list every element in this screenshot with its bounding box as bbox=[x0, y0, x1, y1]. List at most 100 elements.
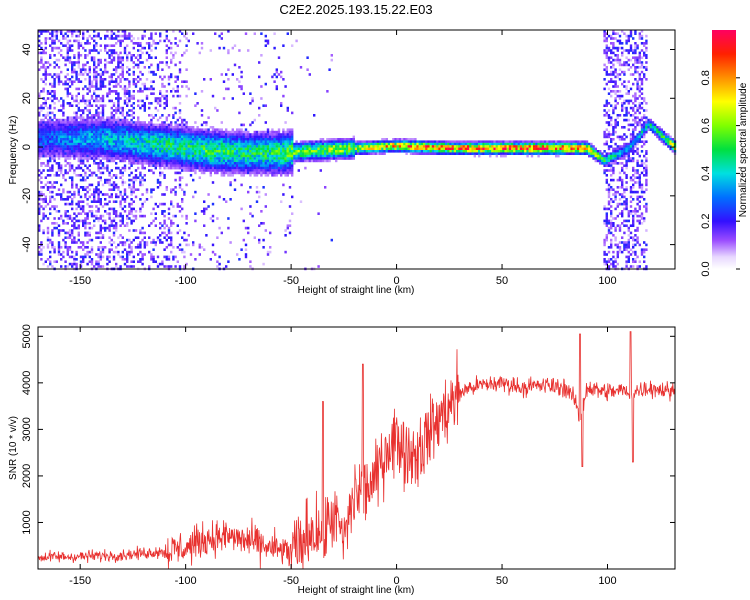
spectrogram-cell bbox=[159, 226, 162, 230]
spectrogram-cell bbox=[93, 145, 96, 148]
spectrogram-cell bbox=[233, 150, 237, 153]
spectrogram-cell bbox=[66, 121, 69, 124]
spectrogram-cell bbox=[282, 164, 285, 167]
spectrogram-cell bbox=[66, 145, 69, 148]
spectrogram-cell bbox=[95, 190, 98, 194]
spectrogram-cell bbox=[82, 126, 85, 129]
spectrogram-cell bbox=[214, 147, 217, 151]
spectrogram-cell bbox=[119, 66, 122, 69]
spectrogram-cell bbox=[73, 123, 76, 127]
spectrogram-cell bbox=[185, 214, 188, 218]
spectrogram-cell bbox=[64, 164, 67, 167]
spectrogram-cell bbox=[66, 190, 69, 194]
spectrogram-cell bbox=[60, 80, 63, 83]
spectrogram-cell bbox=[139, 174, 142, 177]
spectrogram-cell bbox=[192, 195, 195, 199]
spectrogram-cell bbox=[101, 78, 105, 81]
spectrogram-cell bbox=[269, 166, 272, 170]
spectrogram-cell bbox=[376, 147, 380, 151]
spectrogram-cell bbox=[115, 80, 118, 83]
spectrogram-cell bbox=[49, 169, 52, 172]
spectrogram-cell bbox=[249, 265, 252, 268]
spectrogram-cell bbox=[110, 154, 113, 158]
spectrogram-cell bbox=[79, 73, 83, 76]
spectrogram-cell bbox=[130, 210, 133, 213]
spectrogram-cell bbox=[238, 171, 241, 175]
spectrogram-cell bbox=[260, 140, 263, 143]
spectrogram-cell bbox=[299, 142, 303, 146]
spectrogram-cell bbox=[121, 123, 124, 127]
spectrogram-cell bbox=[260, 32, 263, 35]
spectrogram-cell bbox=[337, 145, 340, 148]
spectrogram-cell bbox=[99, 116, 102, 119]
spectrogram-cell bbox=[214, 135, 217, 139]
spectrogram-cell bbox=[97, 128, 100, 131]
spectrogram-cell bbox=[227, 78, 230, 81]
spectrogram-cell bbox=[108, 123, 111, 127]
spectrogram-cell bbox=[46, 186, 50, 189]
spectrogram-cell bbox=[361, 147, 364, 151]
spectrogram-cell bbox=[159, 162, 162, 165]
spectrogram-cell bbox=[194, 104, 197, 107]
spectrogram-cell bbox=[117, 99, 120, 103]
spectrogram-cell bbox=[90, 210, 94, 213]
spectrogram-cell bbox=[178, 61, 182, 64]
spectrogram-cell bbox=[90, 80, 94, 83]
spectrogram-cell bbox=[101, 106, 105, 110]
spectrogram-cell bbox=[196, 152, 199, 155]
spectrogram-cell bbox=[442, 152, 446, 155]
spectrogram-cell bbox=[253, 152, 256, 155]
spectrogram-cell bbox=[77, 39, 80, 43]
spectrogram-cell bbox=[46, 236, 50, 239]
spectrogram-cell bbox=[295, 157, 298, 160]
spectrogram-cell bbox=[154, 241, 157, 244]
spectrogram-cell bbox=[139, 171, 142, 175]
spectrogram-cell bbox=[73, 217, 76, 220]
spectrogram-cell bbox=[53, 39, 56, 43]
spectrogram-cell bbox=[104, 78, 107, 81]
spectrogram-cell bbox=[291, 44, 294, 47]
spectrogram-cell bbox=[60, 104, 63, 107]
spectrogram-cell bbox=[66, 198, 69, 201]
spectrogram-cell bbox=[156, 97, 160, 100]
spectrogram-cell bbox=[253, 140, 256, 143]
spectrogram-cell bbox=[240, 207, 243, 211]
spectrogram-cell bbox=[163, 164, 166, 167]
spectrogram-cell bbox=[132, 142, 135, 146]
spectrogram-cell bbox=[218, 154, 221, 158]
spectrogram-cell bbox=[264, 145, 267, 148]
spectrogram-cell bbox=[90, 121, 94, 124]
spectrogram-cell bbox=[121, 219, 124, 223]
spectrogram-cell bbox=[313, 157, 316, 160]
spectrogram-cell bbox=[62, 255, 65, 259]
spectrogram-cell bbox=[260, 152, 263, 155]
spectrogram-cell bbox=[123, 34, 127, 38]
spectrogram-cell bbox=[57, 188, 61, 191]
spectrogram-cell bbox=[280, 102, 283, 105]
spectrogram-cell bbox=[449, 145, 452, 148]
spectrogram-cell bbox=[82, 205, 85, 208]
spectrogram-cell bbox=[225, 135, 228, 139]
spectrogram-cell bbox=[44, 138, 47, 141]
spectrogram-cell bbox=[266, 145, 270, 148]
spectrogram-cell bbox=[251, 159, 254, 163]
spectrogram-cell bbox=[57, 51, 61, 55]
spectrogram-cell bbox=[130, 54, 133, 57]
spectrogram-cell bbox=[170, 219, 173, 223]
spectrogram-cell bbox=[112, 234, 116, 237]
spectrogram-cell bbox=[253, 166, 256, 170]
spectrogram-cell bbox=[126, 104, 129, 107]
spectrogram-cell bbox=[101, 138, 105, 141]
spectrogram-cell bbox=[141, 159, 144, 163]
spectrogram-cell bbox=[101, 70, 105, 74]
spectrogram-cell bbox=[49, 198, 52, 201]
spectrogram-cell bbox=[517, 140, 520, 143]
spectrogram-cell bbox=[88, 260, 91, 263]
spectrogram-cell bbox=[200, 246, 204, 249]
spectrogram-cell bbox=[170, 190, 173, 194]
spectrogram-cell bbox=[491, 145, 494, 148]
spectrogram-cell bbox=[73, 56, 76, 59]
spectrogram-cell bbox=[117, 82, 120, 86]
spectrogram-cell bbox=[64, 87, 67, 91]
spectrogram-cell bbox=[269, 135, 272, 139]
